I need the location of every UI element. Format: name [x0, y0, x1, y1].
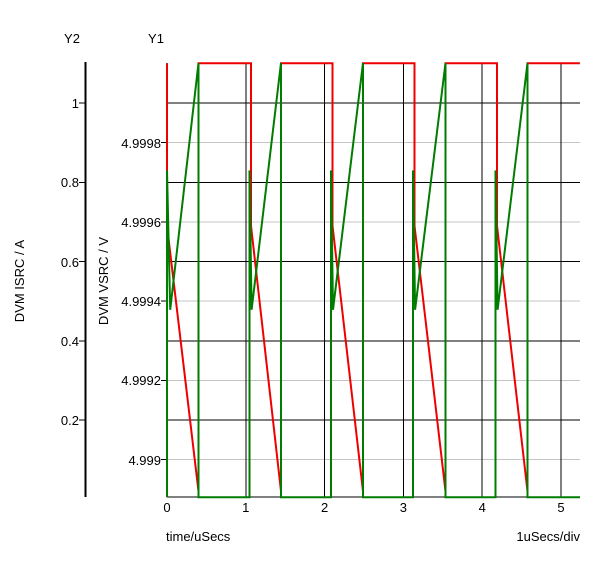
y1-axis-name-label: DVM VSRC / V	[96, 236, 111, 326]
x-tick-label: 3	[399, 500, 407, 515]
x-axis-name-label: time/uSecs	[166, 529, 231, 544]
y2-axis-name-label: DVM ISRC / A	[12, 239, 27, 323]
x-tick-label: 5	[557, 500, 565, 515]
y1-tick-label: 4.9992	[121, 373, 161, 389]
x-tick-label: 4	[478, 500, 486, 515]
y2-tick-label: 0.8	[60, 175, 79, 191]
y1-tick-label: 4.9998	[121, 135, 161, 151]
y1-tick-label: 4.999	[128, 452, 161, 468]
y2-tick-label: 0.4	[60, 333, 79, 349]
trace-layer	[166, 62, 580, 499]
x-tick-label: 0	[163, 500, 171, 515]
y2-tick-label: 0.6	[60, 254, 79, 270]
x-tick-label: 1	[242, 500, 250, 515]
y1-tick-label: 4.9996	[121, 214, 161, 230]
y1-axis-title: Y1	[148, 31, 164, 46]
axis-layer	[79, 62, 580, 498]
dvm-vsrc-trace[interactable]	[166, 62, 580, 492]
x-axis-div-label: 1uSecs/div	[516, 529, 580, 544]
y2-axis-title: Y2	[64, 31, 80, 46]
x-tick-label: 2	[320, 500, 329, 515]
grid-layer	[167, 63, 580, 497]
y2-tick-label: 1	[71, 96, 79, 111]
y2-tick-label: 0.2	[60, 413, 79, 428]
y1-tick-label: 4.9994	[121, 294, 161, 309]
dvm-isrc-trace[interactable]	[166, 62, 580, 499]
